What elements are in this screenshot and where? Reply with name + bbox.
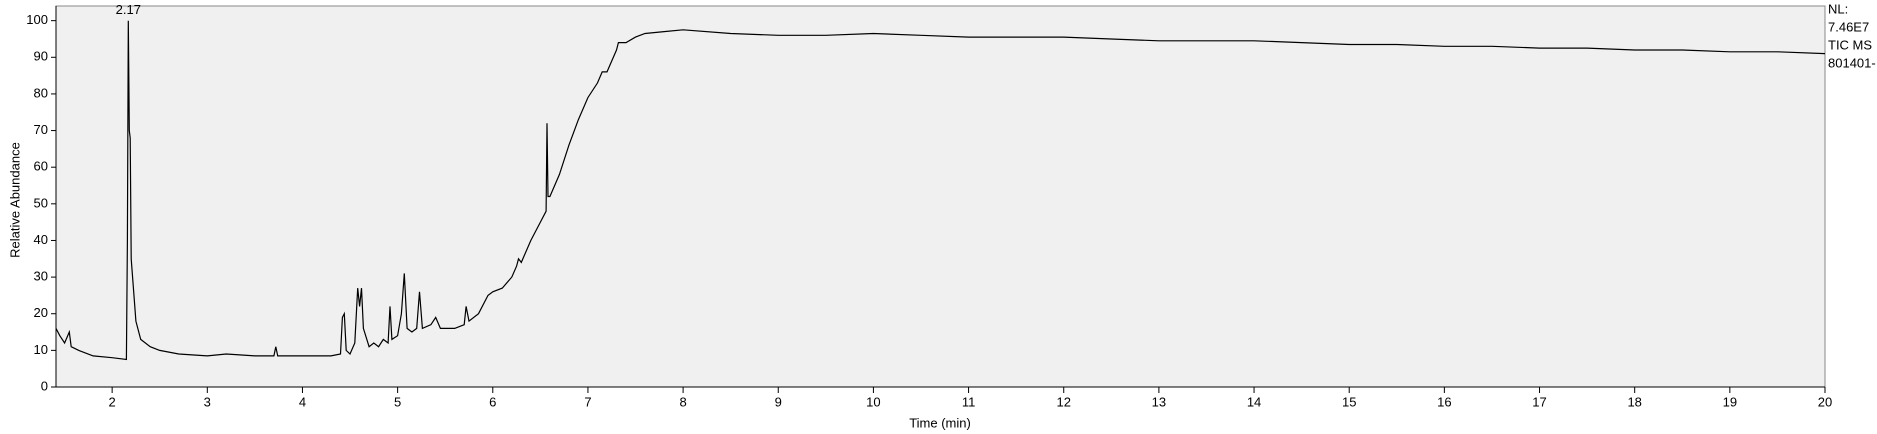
x-tick-label: 14 [1247,394,1261,409]
y-tick-label: 40 [34,232,48,247]
x-tick-label: 9 [775,394,782,409]
y-tick-label: 100 [26,12,48,27]
x-tick-label: 15 [1342,394,1356,409]
y-tick-label: 70 [34,122,48,137]
info-text: 7.46E7 [1828,19,1869,34]
x-tick-label: 5 [394,394,401,409]
info-text: TIC MS [1828,37,1872,52]
x-tick-label: 19 [1723,394,1737,409]
y-tick-label: 20 [34,305,48,320]
peak-label: 2.17 [116,2,141,17]
x-tick-label: 8 [679,394,686,409]
x-tick-label: 16 [1437,394,1451,409]
trace [55,20,1826,361]
x-tick-label: 11 [962,394,976,409]
x-tick-label: 4 [299,394,306,409]
x-tick-label: 12 [1056,394,1070,409]
x-tick-label: 17 [1532,394,1546,409]
x-tick-label: 3 [204,394,211,409]
x-tick-label: 20 [1818,394,1832,409]
x-tick-label: 13 [1152,394,1166,409]
x-tick-label: 2 [109,394,116,409]
x-axis-label: Time (min) [909,415,971,430]
y-axis-label: Relative Abundance [7,142,22,258]
y-tick-label: 50 [34,195,48,210]
y-tick-label: 0 [41,378,48,393]
x-tick-label: 18 [1627,394,1641,409]
info-text: 801401- [1828,55,1876,70]
y-tick-label: 30 [34,269,48,284]
plot-area [55,5,1826,388]
y-tick-label: 80 [34,85,48,100]
x-tick-label: 10 [866,394,880,409]
y-tick-label: 60 [34,159,48,174]
info-text: NL: [1828,1,1848,16]
y-tick-label: 90 [34,49,48,64]
y-tick-label: 10 [34,342,48,357]
x-tick-label: 6 [489,394,496,409]
x-tick-label: 7 [584,394,591,409]
